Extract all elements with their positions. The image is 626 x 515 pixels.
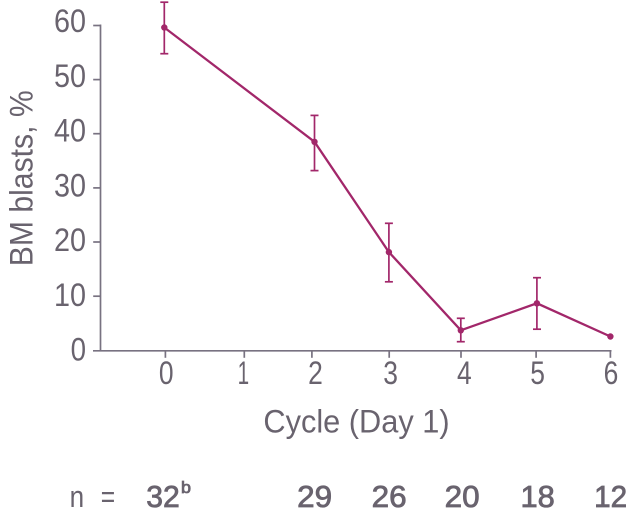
svg-text:2: 2 xyxy=(308,355,323,391)
svg-text:5: 5 xyxy=(530,355,545,391)
svg-text:20: 20 xyxy=(54,222,86,258)
svg-text:0: 0 xyxy=(159,355,174,391)
svg-text:10: 10 xyxy=(54,277,86,313)
svg-text:=: = xyxy=(101,479,115,514)
svg-text:n: n xyxy=(70,479,85,514)
svg-text:BM blasts, %: BM blasts, % xyxy=(4,90,40,266)
svg-text:26: 26 xyxy=(372,479,407,514)
svg-text:20: 20 xyxy=(445,479,480,514)
svg-text:29: 29 xyxy=(297,479,332,514)
svg-text:50: 50 xyxy=(54,58,86,94)
svg-text:60: 60 xyxy=(54,3,86,39)
svg-text:12: 12 xyxy=(594,479,626,514)
svg-text:1: 1 xyxy=(238,355,250,391)
svg-text:4: 4 xyxy=(457,355,472,391)
svg-text:32: 32 xyxy=(146,479,180,514)
svg-text:b: b xyxy=(181,478,191,497)
svg-text:18: 18 xyxy=(520,479,554,514)
svg-text:0: 0 xyxy=(71,332,86,368)
svg-text:6: 6 xyxy=(604,355,619,391)
svg-text:3: 3 xyxy=(383,355,398,391)
svg-text:30: 30 xyxy=(54,167,86,203)
svg-text:Cycle (Day 1): Cycle (Day 1) xyxy=(263,404,449,440)
svg-text:40: 40 xyxy=(54,113,86,149)
